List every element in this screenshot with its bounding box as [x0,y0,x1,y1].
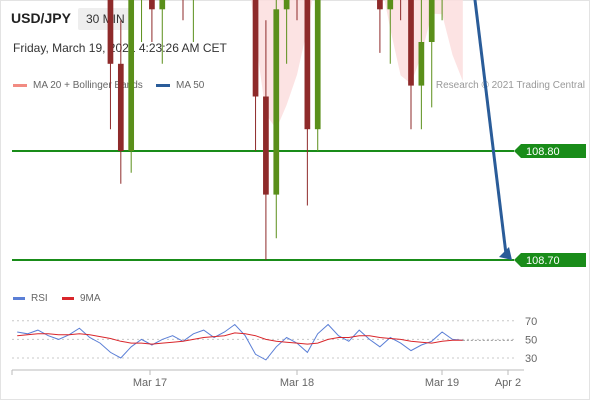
candle [141,0,143,42]
x-tick-label: Mar 17 [133,377,167,389]
rsi-legend-label: RSI [31,293,48,304]
candle-body [418,42,425,86]
symbol-label: USD/JPY [11,10,71,26]
candle-body [283,0,290,10]
support-tag-108.70 [514,253,586,267]
legend-ma20: MA 20 + Bollinger Bands [13,80,143,91]
candle [377,0,383,53]
candle-body [117,63,124,151]
candle [314,0,321,151]
candle [159,0,166,64]
legend-9ma: 9MA [62,293,101,304]
forecast-arrowhead [499,247,512,260]
rsi-tick-label: 50 [525,334,537,346]
candle [192,0,194,42]
ma20-legend-label: MA 20 + Bollinger Bands [33,80,143,91]
ma50-swatch [156,83,170,87]
ma20-swatch [13,83,27,87]
ma9-legend-label: 9MA [80,293,101,304]
candle [387,0,394,64]
candle [408,0,414,130]
candle-body [387,0,394,10]
candle-body [159,0,166,10]
legend-ma50: MA 50 [156,80,204,91]
candle-body [263,96,269,195]
support-label-108.70: 108.70 [526,255,560,267]
candle [117,20,124,184]
candle-body [107,0,114,64]
candle [128,0,135,173]
copyright-label: Research © 2021 Trading Central [435,80,585,91]
candle-body [252,0,259,97]
bollinger-band [251,0,463,130]
candle [182,0,184,21]
candle [283,0,290,64]
ma50-legend-label: MA 50 [176,80,205,91]
ma9-swatch [62,296,74,300]
rsi-ma9-line [17,332,463,345]
rsi-tick-label: 30 [525,353,537,365]
candle [273,0,280,239]
candle-body [149,0,155,10]
legend-rsi: RSI [13,293,48,304]
support-tag-108.80 [514,144,586,158]
rsi-tick-label: 70 [525,316,537,328]
datetime-label: Friday, March 19, 2021 4:23:26 AM CET [13,41,227,55]
rsi-swatch [13,296,25,300]
candle [263,20,269,260]
candle-body [128,0,135,152]
candle [149,0,155,42]
candle-body [408,0,414,86]
timeframe-badge[interactable]: 30 MIN [78,8,133,30]
candle-body [428,0,435,42]
candle [418,0,425,130]
candle [252,0,259,151]
candle-body [314,0,321,130]
x-tick-label: Apr 2 [495,377,521,389]
candle [428,0,435,108]
candle-body [304,0,311,130]
candle-body [377,0,383,10]
forecast-arrow-shaft [473,0,508,255]
candle-body [273,9,280,195]
x-tick-label: Mar 19 [425,377,459,389]
candle [304,0,311,206]
rsi-line [17,323,463,361]
candle [107,0,114,130]
support-label-108.80: 108.80 [526,146,560,158]
x-tick-label: Mar 18 [280,377,314,389]
